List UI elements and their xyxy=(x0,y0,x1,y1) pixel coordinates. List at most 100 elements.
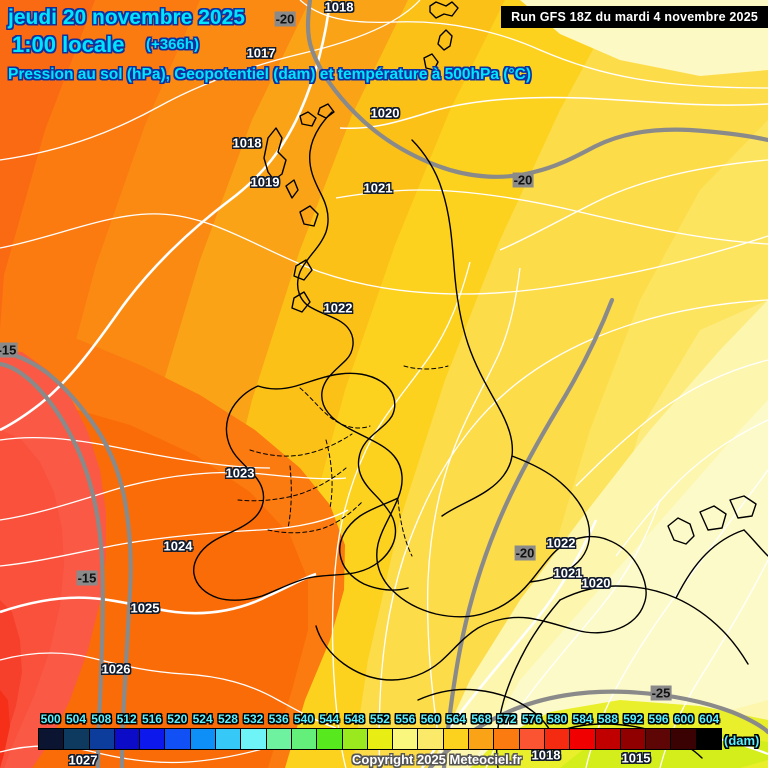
legend-tick-label: 532 xyxy=(243,712,264,726)
temperature-contour-label: -25 xyxy=(650,685,672,701)
isobar-1023b xyxy=(0,436,271,469)
coast-germany-n xyxy=(743,529,768,557)
legend-tick-label: 564 xyxy=(445,712,466,726)
coast-faroes xyxy=(429,1,459,19)
legend-tick-label: 596 xyxy=(648,712,669,726)
coast-hebrides-2 xyxy=(285,179,299,199)
coast-outer-hebrides xyxy=(263,127,287,181)
legend-tick-label: 540 xyxy=(293,712,314,726)
legend-swatch[interactable] xyxy=(646,729,672,749)
coast-netherlands xyxy=(675,529,745,599)
forecast-time-label: 1:00 locale xyxy=(12,32,125,57)
temperature-contour-label: -15 xyxy=(0,342,18,358)
isobar-label: 1023 xyxy=(225,465,255,481)
legend-swatch[interactable] xyxy=(620,729,647,749)
legend-swatch[interactable] xyxy=(418,729,444,749)
legend-swatch[interactable] xyxy=(570,729,596,749)
isobar-ne-2 xyxy=(575,359,768,487)
isobar-1018 xyxy=(299,0,768,89)
coastline-layer xyxy=(193,1,768,768)
legend-tick-label: 568 xyxy=(471,712,492,726)
legend-tick-label: 528 xyxy=(217,712,238,726)
isobar-label: 1025 xyxy=(130,600,160,616)
legend-unit-label: (dam) xyxy=(724,733,760,748)
legend-swatch[interactable] xyxy=(114,729,141,749)
isobar-1025 xyxy=(0,572,317,615)
legend-swatch[interactable] xyxy=(241,729,267,749)
legend-swatch[interactable] xyxy=(89,729,115,749)
forecast-step-label: (+366h) xyxy=(146,36,199,53)
legend-tick-label: 604 xyxy=(699,712,720,726)
coast-ireland xyxy=(193,372,397,601)
legend-swatch[interactable] xyxy=(64,729,90,749)
legend-swatch[interactable] xyxy=(494,729,520,749)
legend-swatch[interactable] xyxy=(544,729,571,749)
legend-swatch[interactable] xyxy=(291,729,318,749)
isobar-label: 1027 xyxy=(68,752,98,768)
isobar-1017 xyxy=(0,0,421,161)
legend-tick-label: 500 xyxy=(40,712,61,726)
temperature-contour-label: -20 xyxy=(274,11,296,27)
coast-brittany xyxy=(417,688,553,735)
isobar-1022b xyxy=(426,267,521,761)
isobar-label: 1018 xyxy=(232,135,262,151)
coast-britain-ne xyxy=(411,139,514,517)
legend-tick-label: 572 xyxy=(496,712,517,726)
coast-denmark-3 xyxy=(729,495,757,519)
legend-swatch[interactable] xyxy=(165,729,191,749)
legend-swatch[interactable] xyxy=(393,729,419,749)
border-ireland-internal-2 xyxy=(237,467,347,502)
legend-swatch[interactable] xyxy=(39,729,65,749)
border-wales-england xyxy=(397,499,413,557)
legend-swatch[interactable] xyxy=(519,729,545,749)
isobar-label: 1020 xyxy=(581,575,611,591)
legend-swatch[interactable] xyxy=(469,729,495,749)
temperature-contour-label: -20 xyxy=(514,545,536,561)
legend-swatch[interactable] xyxy=(367,729,394,749)
legend-swatch[interactable] xyxy=(342,729,368,749)
isobar-label: 1019 xyxy=(250,174,280,190)
legend-swatch[interactable] xyxy=(190,729,217,749)
legend-tick-label: 508 xyxy=(91,712,112,726)
isobar-ne-3 xyxy=(615,419,768,557)
coast-shetland-2 xyxy=(423,53,439,71)
legend-tick-label: 512 xyxy=(116,712,137,726)
coast-skye xyxy=(299,205,319,227)
isobar-label: 1024 xyxy=(163,538,193,554)
coast-shetland-1 xyxy=(437,29,453,51)
geopotential-band-600 xyxy=(0,0,95,330)
temperature-contour-label: -20 xyxy=(512,172,534,188)
legend-tick-label: 516 xyxy=(141,712,162,726)
legend-swatch[interactable] xyxy=(671,729,697,749)
temp-contour-minus20-se xyxy=(441,297,615,768)
temp-contour-minus15-w xyxy=(0,349,133,768)
isobar-label: 1022 xyxy=(323,300,353,316)
border-ireland-internal-5 xyxy=(325,439,333,509)
isobar-label: 1018 xyxy=(324,0,354,15)
legend-tick-label: 588 xyxy=(597,712,618,726)
border-northern-ireland xyxy=(299,387,371,429)
legend-swatch[interactable] xyxy=(266,729,292,749)
isobar-1021b xyxy=(378,299,768,768)
isobar-1026 xyxy=(0,652,337,729)
legend-swatch[interactable] xyxy=(443,729,470,749)
model-run-label: Run GFS 18Z du mardi 4 novembre 2025 xyxy=(501,6,768,28)
legend-swatch[interactable] xyxy=(317,729,343,749)
coast-mull xyxy=(293,259,313,281)
isobar-label: 1026 xyxy=(101,661,131,677)
temperature-contour-label: -15 xyxy=(76,570,98,586)
geopotential-color-scale[interactable] xyxy=(38,728,722,750)
legend-swatch[interactable] xyxy=(140,729,166,749)
isobar-1020 xyxy=(339,96,768,130)
forecast-parameters-label: Pression au sol (hPa), Geopotentiel (dam… xyxy=(8,66,531,83)
legend-tick-label: 560 xyxy=(420,712,441,726)
legend-swatch[interactable] xyxy=(595,729,621,749)
isobar-ne-1 xyxy=(499,159,768,251)
legend-swatch[interactable] xyxy=(216,729,242,749)
legend-swatch[interactable] xyxy=(696,729,722,749)
legend-tick-label: 556 xyxy=(395,712,416,726)
temp-contour-minus15-w2 xyxy=(0,361,105,768)
